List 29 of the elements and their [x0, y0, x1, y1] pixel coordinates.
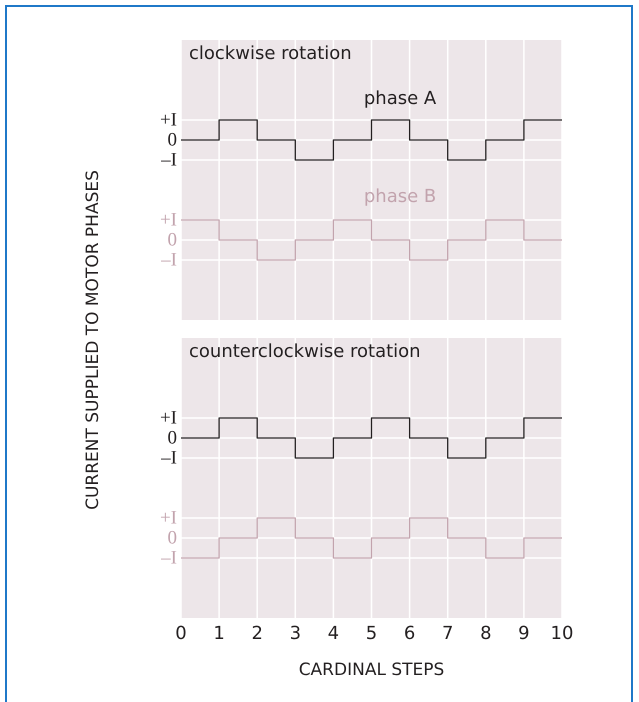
text: –I — [161, 448, 177, 468]
x-tick-label: 7 — [442, 622, 454, 644]
chart-title: counterclockwise rotation — [189, 341, 421, 362]
x-tick-label: 9 — [518, 622, 530, 644]
x-tick-label: 5 — [366, 622, 378, 644]
text: –I — [161, 150, 177, 170]
x-tick-label: 10 — [550, 622, 574, 644]
text: 0 — [168, 230, 177, 250]
text: –I — [161, 548, 177, 568]
text: +I — [160, 508, 177, 528]
series-label: phase B — [364, 186, 436, 207]
x-tick-label: 0 — [175, 622, 187, 644]
text: +I — [160, 110, 177, 130]
text: 0 — [168, 528, 177, 548]
x-tick-label: 4 — [328, 622, 340, 644]
text: –I — [161, 250, 177, 270]
text: 0 — [168, 428, 177, 448]
text: 0 — [168, 130, 177, 150]
x-tick-label: 6 — [404, 622, 416, 644]
series-label: phase A — [364, 88, 436, 109]
text: +I — [160, 210, 177, 230]
chart-title: clockwise rotation — [189, 43, 352, 64]
x-tick-label: 2 — [251, 622, 263, 644]
x-tick-label: 3 — [290, 622, 302, 644]
text: +I — [160, 408, 177, 428]
x-axis-title: CARDINAL STEPS — [298, 660, 446, 680]
x-tick-label: 8 — [480, 622, 492, 644]
y-axis-title: CURRENT SUPPLIED TO MOTOR PHASES — [83, 170, 103, 510]
x-tick-label: 1 — [213, 622, 225, 644]
